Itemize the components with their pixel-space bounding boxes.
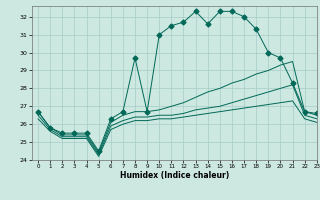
X-axis label: Humidex (Indice chaleur): Humidex (Indice chaleur) xyxy=(120,171,229,180)
